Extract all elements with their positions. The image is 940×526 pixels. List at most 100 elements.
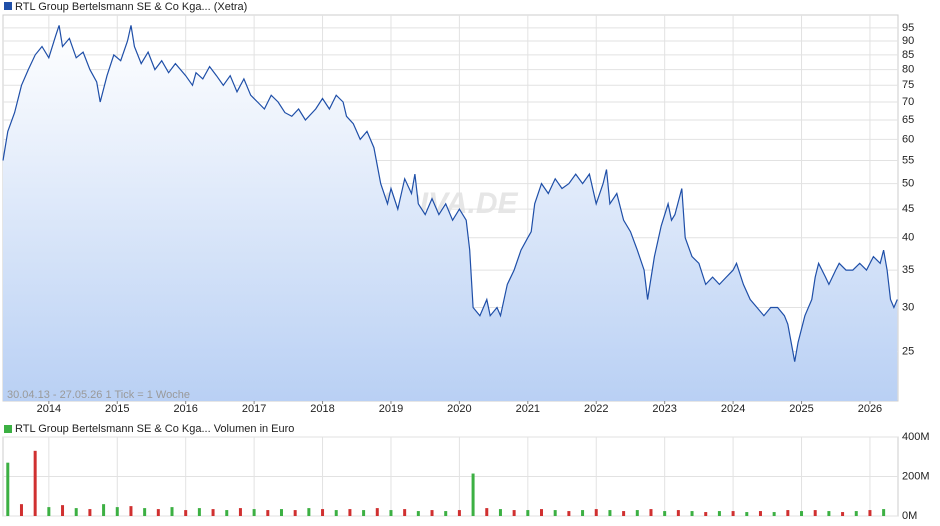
volume-bar: [74, 508, 78, 516]
annotation: 30.04.13 - 27.05.26 1 Tick = 1 Woche: [7, 389, 190, 401]
volume-bar: [252, 509, 256, 516]
volume-bar: [170, 507, 174, 516]
volume-bar: [676, 510, 680, 516]
volume-bar: [47, 507, 51, 516]
y-tick-label: 60: [902, 133, 914, 145]
volume-bar: [197, 508, 201, 516]
x-tick-label: 2021: [516, 403, 540, 415]
volume-bar: [321, 509, 325, 516]
y-tick-label: 65: [902, 114, 914, 126]
y-tick-label: 30: [902, 301, 914, 313]
y-tick-label: 95: [902, 22, 914, 34]
y-tick-label: 0M: [902, 510, 917, 522]
volume-bar: [758, 511, 762, 516]
y-tick-label: 55: [902, 154, 914, 166]
volume-bar: [813, 510, 817, 516]
volume-bar: [362, 510, 366, 516]
volume-bar: [868, 510, 872, 516]
volume-bar: [156, 509, 160, 516]
volume-bar: [416, 511, 420, 516]
volume-bar: [471, 473, 475, 516]
volume-bar: [772, 512, 776, 516]
y-tick-label: 50: [902, 177, 914, 189]
volume-bar: [854, 511, 858, 516]
x-tick-label: 2015: [105, 403, 129, 415]
volume-bar: [567, 511, 571, 516]
volume-bar: [403, 509, 407, 516]
legend-entry: RTL Group Bertelsmann SE & Co Kga... (Xe…: [15, 1, 247, 13]
volume-bar: [61, 505, 65, 516]
volume-bar: [745, 512, 749, 516]
volume-bar: [266, 510, 270, 516]
x-tick-label: 2023: [652, 403, 676, 415]
x-tick-label: 2017: [242, 403, 266, 415]
volume-bar: [663, 511, 667, 516]
x-tick-label: 2026: [858, 403, 882, 415]
volume-bar: [184, 510, 188, 516]
y-tick-label: 70: [902, 96, 914, 108]
volume-bar: [498, 509, 502, 516]
y-tick-label: 40: [902, 232, 914, 244]
volume-bar: [225, 510, 229, 516]
volume-bar: [430, 510, 434, 516]
legend-swatch: [4, 2, 12, 10]
volume-bar: [115, 507, 119, 516]
volume-bar: [622, 511, 626, 516]
x-tick-label: 2018: [310, 403, 334, 415]
volume-bar: [690, 511, 694, 516]
volume-bar: [279, 509, 283, 516]
legend-entry: RTL Group Bertelsmann SE & Co Kga... Vol…: [15, 423, 294, 435]
volume-bar: [33, 450, 37, 516]
volume-bar: [129, 506, 133, 516]
volume-bar: [143, 508, 147, 516]
y-tick-label: 35: [902, 264, 914, 276]
volume-bar: [553, 510, 557, 516]
volume-bar: [882, 509, 886, 516]
y-tick-label: 200M: [902, 470, 930, 482]
volume-bar: [238, 508, 242, 516]
volume-bar: [389, 510, 393, 516]
volume-bar: [334, 510, 338, 516]
volume-bar: [608, 510, 612, 516]
volume-bar: [375, 508, 379, 516]
volume-bar: [444, 511, 448, 516]
y-tick-label: 75: [902, 79, 914, 91]
volume-bar: [211, 509, 215, 516]
area-fill: [3, 25, 898, 402]
x-tick-label: 2014: [37, 403, 61, 415]
volume-bar: [841, 512, 845, 516]
volume-bar: [635, 510, 639, 516]
legend-swatch: [4, 425, 12, 433]
x-tick-label: 2019: [379, 403, 403, 415]
volume-bar: [717, 511, 721, 516]
volume-bar: [540, 509, 544, 516]
volume-bar: [649, 509, 653, 516]
volume-bar: [731, 511, 735, 516]
volume-bar: [827, 511, 831, 516]
y-tick-label: 85: [902, 49, 914, 61]
volume-bar: [102, 504, 106, 516]
x-tick-label: 2022: [584, 403, 608, 415]
volume-bar: [512, 510, 516, 516]
volume-bar: [457, 510, 461, 516]
volume-bar: [786, 510, 790, 516]
volume-bar: [526, 510, 530, 516]
volume-bar: [485, 508, 489, 516]
volume-bar: [800, 511, 804, 516]
x-tick-label: 2025: [789, 403, 813, 415]
y-tick-label: 80: [902, 64, 914, 76]
volume-bar: [19, 504, 23, 516]
y-tick-label: 90: [902, 35, 914, 47]
y-tick-label: 400M: [902, 431, 930, 443]
volume-bar: [704, 512, 708, 516]
y-tick-label: 45: [902, 203, 914, 215]
volume-bar: [348, 509, 352, 516]
x-tick-label: 2020: [447, 403, 471, 415]
volume-bar: [581, 510, 585, 516]
x-tick-label: 2024: [721, 403, 745, 415]
volume-bar: [6, 462, 10, 516]
volume-bar: [88, 509, 92, 516]
price-line: [2, 25, 898, 362]
x-tick-label: 2016: [173, 403, 197, 415]
